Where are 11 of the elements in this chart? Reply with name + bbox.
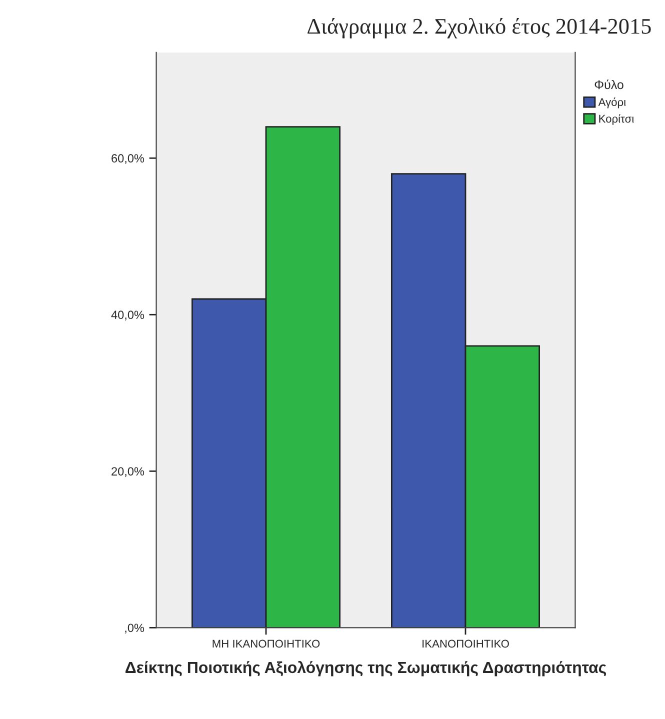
y-tick-label: 20,0% bbox=[112, 467, 144, 477]
legend-label: Κορίτσι bbox=[599, 114, 634, 125]
chart-title: Διάγραμμα 2. Σχολικό έτος 2014-2015 bbox=[308, 18, 651, 38]
y-tick-label: ,0% bbox=[125, 624, 144, 634]
y-tick-label: 40,0% bbox=[111, 310, 144, 320]
legend-title: Φύλο bbox=[594, 80, 624, 90]
x-tick-label: ΙΚΑΝΟΠΟΙΗΤΙΚΟ bbox=[422, 640, 509, 648]
x-axis-title: Δείκτης Ποιοτικής Αξιολόγησης της Σωματικής Δραστηριότητας bbox=[126, 660, 606, 676]
x-tick-label: ΜΗ ΙΚΑΝΟΠΟΙΗΤΙΚΟ bbox=[212, 640, 320, 648]
y-tick-label: 60,0% bbox=[112, 154, 144, 164]
legend-label: Αγόρι bbox=[598, 98, 626, 108]
